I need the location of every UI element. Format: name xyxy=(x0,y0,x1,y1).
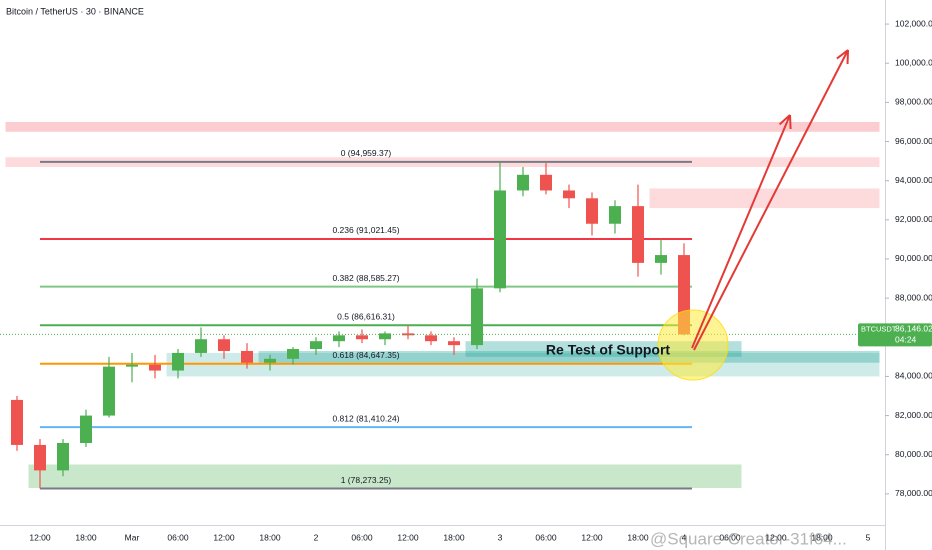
fib-label: 0.236 (91,021.45) xyxy=(332,225,399,235)
arrow-head xyxy=(778,114,791,126)
candle-body xyxy=(287,349,299,359)
y-tick-label: 100,000.00 xyxy=(895,57,932,67)
fib-label: 0.618 (84,647.35) xyxy=(332,350,399,360)
candle-body xyxy=(80,415,92,443)
candle-body xyxy=(34,444,46,471)
y-tick-label: 102,000.00 xyxy=(895,18,932,28)
last-price-label: 86,146.02 xyxy=(895,324,932,334)
candle-body xyxy=(632,206,644,263)
candle-body xyxy=(448,341,460,346)
candle-body xyxy=(57,442,69,471)
y-tick-label: 84,000.00 xyxy=(895,371,932,381)
x-tick-label: 12:00 xyxy=(581,532,603,542)
fib-label: 0 (94,959.37) xyxy=(341,148,392,158)
y-tick-label: 78,000.00 xyxy=(895,488,932,498)
y-tick-label: 98,000.00 xyxy=(895,97,932,107)
y-tick-label: 96,000.00 xyxy=(895,136,932,146)
candle-body xyxy=(264,358,276,363)
x-tick-label: 18:00 xyxy=(75,532,97,542)
x-tick-label: 06:00 xyxy=(535,532,557,542)
candle-body xyxy=(494,190,506,289)
zone xyxy=(649,188,880,209)
arrow-head xyxy=(789,114,792,130)
last-price-box xyxy=(858,323,932,347)
candle-body xyxy=(149,364,161,371)
candle-body xyxy=(425,335,437,342)
candle-body xyxy=(540,174,552,191)
x-tick-label: 12:00 xyxy=(397,532,419,542)
x-tick-label: 2 xyxy=(314,532,319,542)
x-tick-label: 3 xyxy=(498,532,503,542)
candle-body xyxy=(356,335,368,340)
candle-body xyxy=(218,339,230,351)
x-tick-label: 5 xyxy=(866,532,871,542)
y-tick-label: 82,000.00 xyxy=(895,410,932,420)
x-tick-label: 18:00 xyxy=(443,532,465,542)
arrow xyxy=(691,114,791,349)
zone xyxy=(258,350,880,363)
candle-body xyxy=(11,399,23,445)
candle-body xyxy=(471,288,483,346)
y-tick-label: 80,000.00 xyxy=(895,449,932,459)
arrow xyxy=(693,49,849,351)
candle-body xyxy=(241,350,253,363)
fib-label: 1 (78,273.25) xyxy=(341,475,392,485)
x-tick-label: 06:00 xyxy=(351,532,373,542)
candle-body xyxy=(586,198,598,224)
y-tick-label: 90,000.00 xyxy=(895,253,932,263)
candle-body xyxy=(172,352,184,371)
candle-body xyxy=(655,255,667,263)
candle-body xyxy=(609,206,621,224)
x-tick-label: Mar xyxy=(125,532,140,542)
last-price-countdown: 04:24 xyxy=(895,335,917,345)
annotation: Re Test of Support xyxy=(546,342,671,358)
candle-body xyxy=(310,341,322,350)
x-tick-label: 06:00 xyxy=(167,532,189,542)
zone xyxy=(28,464,742,489)
fib-label: 0.382 (88,585.27) xyxy=(332,273,399,283)
arrow-head xyxy=(836,49,849,60)
x-tick-label: 4 xyxy=(682,532,687,542)
candle-body xyxy=(195,339,207,353)
x-tick-label: 12:00 xyxy=(765,532,787,542)
x-tick-label: 12:00 xyxy=(29,532,51,542)
chart-title: Bitcoin / TetherUS · 30 · BINANCE xyxy=(6,6,144,16)
candle-body xyxy=(333,335,345,342)
x-tick-label: 18:00 xyxy=(627,532,649,542)
x-tick-label: 06:00 xyxy=(719,532,741,542)
x-tick-label: 12:00 xyxy=(213,532,235,542)
fib-label: 0.812 (81,410.24) xyxy=(332,413,399,423)
candle-body xyxy=(563,190,575,199)
x-tick-label: 18:00 xyxy=(259,532,281,542)
candle-body xyxy=(379,333,391,340)
zone xyxy=(5,121,880,132)
y-tick-label: 88,000.00 xyxy=(895,292,932,302)
x-tick-label: 18:00 xyxy=(811,532,833,542)
fib-label: 0.5 (86,616.31) xyxy=(337,311,395,321)
candle-body xyxy=(126,364,138,367)
y-tick-label: 92,000.00 xyxy=(895,214,932,224)
watermark: @Square-Creator-31f64... xyxy=(650,529,847,548)
y-tick-label: 94,000.00 xyxy=(895,175,932,185)
last-price-symbol: BTCUSDT xyxy=(861,324,897,333)
candle-body xyxy=(517,174,529,191)
candle-body xyxy=(103,366,115,416)
